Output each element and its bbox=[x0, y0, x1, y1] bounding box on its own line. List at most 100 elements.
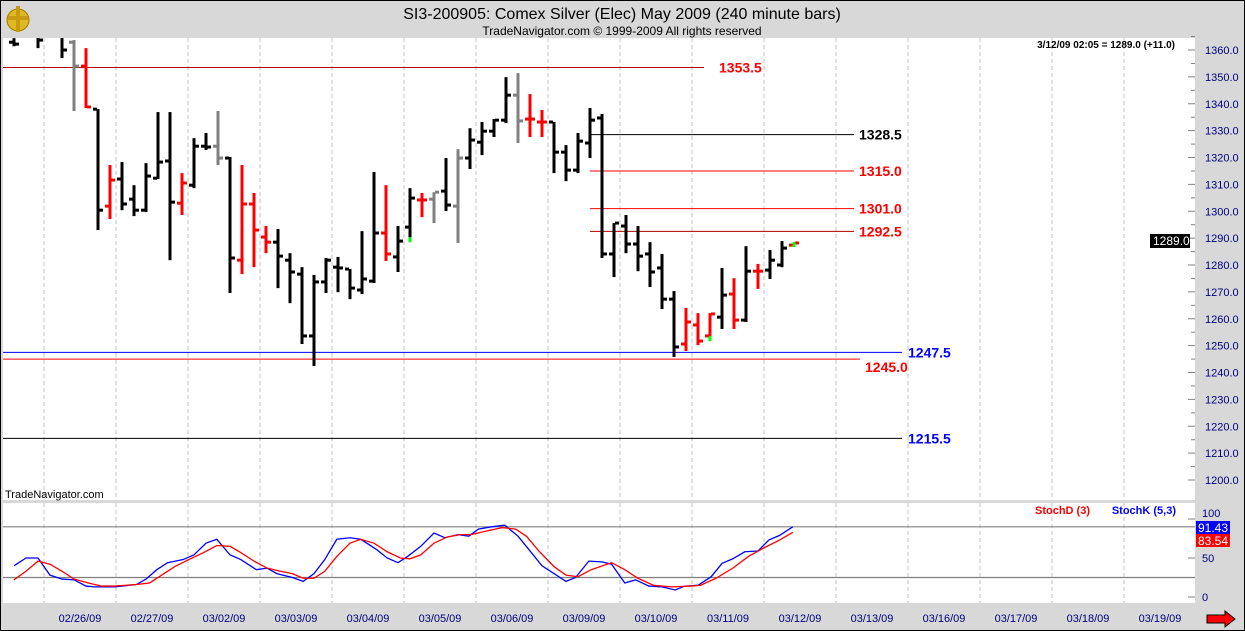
bar-close-tick bbox=[243, 202, 247, 206]
bar-open-tick bbox=[165, 159, 169, 163]
bar-open-tick bbox=[129, 197, 133, 201]
price-tick-label: 1300.0 bbox=[1205, 206, 1239, 218]
date-label: 03/11/09 bbox=[707, 613, 749, 625]
ohlc-bar bbox=[513, 73, 523, 143]
bar-close-tick bbox=[87, 105, 91, 109]
bar-close-tick bbox=[591, 118, 595, 122]
bar-open-tick bbox=[69, 40, 73, 44]
price-tick-label: 1200.0 bbox=[1205, 475, 1239, 487]
ohlc-bar bbox=[117, 162, 127, 211]
bar-range bbox=[744, 246, 748, 322]
bar-close-tick bbox=[651, 270, 655, 274]
ohlc-bar bbox=[705, 312, 715, 342]
ohlc-bar bbox=[105, 165, 115, 220]
date-label: 03/05/09 bbox=[419, 613, 462, 625]
legend-stochd: StochD (3) bbox=[1035, 505, 1090, 517]
level-label: 1301.0 bbox=[859, 201, 902, 217]
date-label: 03/12/09 bbox=[779, 613, 822, 625]
bar-close-tick bbox=[471, 138, 475, 142]
bar-close-tick bbox=[699, 339, 703, 343]
bar-range bbox=[432, 192, 436, 224]
bar-range bbox=[240, 165, 244, 275]
price-tick-label: 1220.0 bbox=[1205, 421, 1239, 433]
stochastic-panel[interactable] bbox=[3, 503, 1195, 603]
ohlc-bar bbox=[657, 253, 667, 310]
bar-range bbox=[660, 253, 664, 310]
bar-open-tick bbox=[549, 120, 553, 124]
ohlc-bar bbox=[465, 128, 475, 170]
bar-open-tick bbox=[333, 265, 337, 269]
ohlc-bar bbox=[597, 113, 607, 259]
bar-range bbox=[288, 253, 292, 304]
level-label: 1215.5 bbox=[908, 430, 951, 446]
bar-open-tick bbox=[345, 267, 349, 271]
bar-green-marker bbox=[408, 237, 412, 243]
scroll-right-arrow-icon[interactable] bbox=[1206, 609, 1236, 629]
bar-close-tick bbox=[723, 293, 727, 297]
bar-close-tick bbox=[411, 196, 415, 200]
ohlc-bar bbox=[777, 241, 787, 268]
bar-range bbox=[144, 163, 148, 213]
price-tick-label: 1260.0 bbox=[1205, 314, 1239, 326]
bar-close-tick bbox=[783, 246, 787, 250]
ohlc-bar bbox=[297, 267, 307, 345]
bar-open-tick bbox=[261, 235, 265, 239]
bar-range bbox=[648, 242, 652, 288]
bar-open-tick bbox=[441, 189, 445, 193]
stochastic-lines bbox=[13, 524, 794, 591]
bar-close-tick bbox=[579, 139, 583, 143]
chart-subtitle: TradeNavigator.com © 1999-2009 All right… bbox=[482, 24, 761, 38]
date-label: 03/19/09 bbox=[1139, 613, 1182, 625]
ohlc-bar bbox=[237, 165, 247, 275]
ohlc-bar bbox=[753, 263, 763, 289]
bar-range bbox=[192, 138, 196, 189]
bar-close-tick bbox=[327, 258, 331, 262]
bar-open-tick bbox=[453, 204, 457, 208]
date-label: 03/09/09 bbox=[563, 613, 606, 625]
bar-open-tick bbox=[297, 272, 301, 276]
ohlc-bar bbox=[369, 172, 379, 284]
price-axis-labels: 1200.0 1210.0 1220.0 1230.0 1240.0 1250.0 1260… bbox=[1188, 36, 1239, 487]
bar-range bbox=[708, 313, 712, 342]
bar-range bbox=[96, 109, 100, 231]
bar-close-tick bbox=[375, 231, 379, 235]
bar-open-tick bbox=[381, 231, 385, 235]
bar-close-tick bbox=[747, 269, 751, 273]
bar-range bbox=[324, 258, 328, 293]
price-panel[interactable] bbox=[3, 38, 1195, 500]
ohlc-bar bbox=[357, 231, 367, 295]
price-tick-label: 1310.0 bbox=[1205, 179, 1239, 191]
ohlc-bar bbox=[381, 185, 391, 261]
bar-close-tick bbox=[735, 318, 739, 322]
bar-open-tick bbox=[237, 258, 241, 262]
price-tick-label: 1240.0 bbox=[1205, 368, 1239, 380]
chart-title: SI3-200905: Comex Silver (Elec) May 2009… bbox=[403, 6, 841, 23]
bar-close-tick bbox=[423, 198, 427, 202]
stochd-value-label: 83.54 bbox=[1198, 534, 1228, 548]
date-axis: 02/26/09 02/27/09 03/02/09 03/03/09 03/04/09… bbox=[59, 613, 1182, 625]
ohlc-bar bbox=[537, 109, 547, 138]
bar-close-tick bbox=[603, 252, 607, 256]
bar-open-tick bbox=[693, 323, 697, 327]
bar-range bbox=[588, 108, 592, 159]
info-readout: 3/12/09 02:05 = 1289.0 (+11.0) bbox=[1037, 40, 1175, 51]
ohlc-bar bbox=[729, 278, 739, 329]
bar-open-tick bbox=[417, 198, 421, 202]
bar-close-tick bbox=[399, 239, 403, 243]
bar-range bbox=[420, 192, 424, 218]
bar-range bbox=[168, 112, 172, 261]
bar-range bbox=[228, 156, 232, 293]
bar-close-tick bbox=[75, 64, 79, 68]
bar-range bbox=[60, 38, 64, 59]
bar-open-tick bbox=[741, 318, 745, 322]
ohlc-bar bbox=[717, 267, 727, 329]
bar-open-tick bbox=[117, 177, 121, 181]
ohlc-bar bbox=[561, 145, 571, 182]
level-label: 1247.5 bbox=[908, 344, 951, 360]
price-tick-label: 1350.0 bbox=[1205, 72, 1239, 84]
ohlc-bar bbox=[741, 246, 751, 322]
bar-close-tick bbox=[543, 120, 547, 124]
date-label: 03/04/09 bbox=[347, 613, 390, 625]
bar-close-tick bbox=[363, 277, 367, 281]
bar-range bbox=[696, 313, 700, 346]
